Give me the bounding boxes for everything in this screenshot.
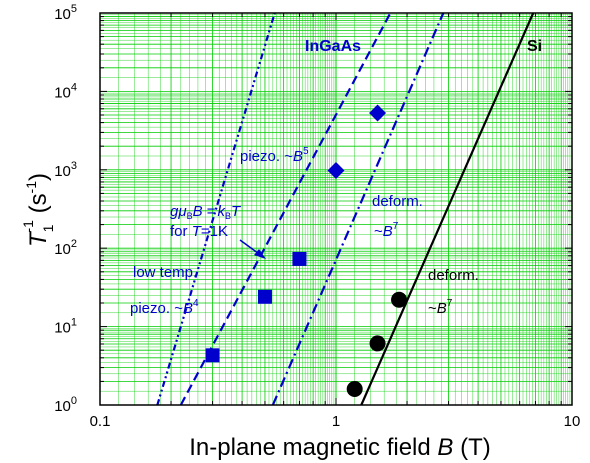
label-piezo-b5: piezo. ~B5 xyxy=(240,146,309,165)
data-point-square xyxy=(292,251,307,266)
y-axis-title: T1-1 (s-1) xyxy=(20,173,56,247)
data-point-circle xyxy=(346,380,363,397)
y-tick-label: 101 xyxy=(54,317,77,337)
y-tick-label: 104 xyxy=(54,81,77,101)
x-tick-label: 10 xyxy=(564,413,581,430)
data-point-diamond xyxy=(369,104,387,122)
zeeman-arrow xyxy=(239,239,266,259)
x-tick-label: 0.1 xyxy=(90,413,111,430)
data-point-diamond xyxy=(327,161,345,179)
label-deform-si-2: ~B7 xyxy=(428,298,453,317)
data-point-circle xyxy=(391,291,408,308)
fit-line-dashed xyxy=(179,12,392,406)
fit-lines xyxy=(156,12,535,406)
fit-line-solid xyxy=(360,12,535,406)
axis-ticks xyxy=(99,12,573,406)
label-deform-si-1: deform. xyxy=(428,267,479,284)
data-point-square xyxy=(205,348,220,363)
label-low-temp: low temp. xyxy=(133,264,197,281)
label-si: Si xyxy=(527,38,542,55)
y-tick-label: 100 xyxy=(54,395,77,415)
x-axis-title: In-plane magnetic field B (T) xyxy=(189,434,490,461)
y-tick-label: 105 xyxy=(54,3,77,23)
fit-line-dashdotdot xyxy=(156,12,276,406)
label-piezo-b4: piezo. ~B4 xyxy=(130,298,199,317)
plot-grid xyxy=(99,13,573,406)
x-tick-label: 1 xyxy=(332,413,340,430)
label-zeeman-condition: gμBB = kBT xyxy=(170,203,242,221)
data-point-square xyxy=(257,289,272,304)
y-tick-labels: 100 101 102 103 104 105 xyxy=(54,3,77,415)
label-zeeman-temperature: for T=1K xyxy=(170,223,228,240)
data-points xyxy=(205,104,408,397)
label-ingaas: InGaAs xyxy=(305,38,361,55)
x-tick-labels: 0.1 1 10 xyxy=(90,413,581,430)
label-deform-ingaas-1: deform. xyxy=(372,193,423,210)
data-point-circle xyxy=(369,335,386,352)
y-tick-label: 102 xyxy=(54,238,77,258)
label-deform-ingaas-2: ~B7 xyxy=(374,221,399,240)
y-tick-label: 103 xyxy=(54,160,77,180)
